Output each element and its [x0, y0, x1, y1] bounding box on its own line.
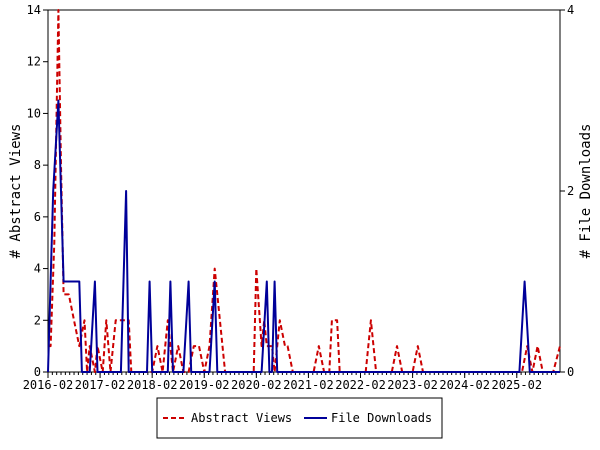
x-tick-label: 2024-02: [439, 378, 490, 392]
legend-box: [156, 397, 443, 439]
legend-label-abstract-views: Abstract Views: [191, 411, 292, 425]
x-tick-label: 2018-02: [127, 378, 178, 392]
y-tick-label: 4: [34, 262, 41, 276]
y2-tick-label: 0: [567, 365, 574, 379]
series-layer: [47, 9, 561, 373]
y2-tick-label: 4: [567, 3, 574, 17]
x-tick-label: 2016-02: [23, 378, 74, 392]
legend-label-file-downloads: File Downloads: [331, 411, 432, 425]
y-tick-label: 8: [34, 158, 41, 172]
x-tick-label: 2023-02: [387, 378, 438, 392]
x-axis-ticks: 2016-02 2017-02 2018-02 2019-02 2020-02 2021-…: [23, 372, 557, 392]
x-tick-label: 2021-02: [283, 378, 334, 392]
y-axis-title: # Abstract Views: [8, 124, 24, 259]
x-tick-label: 2025-02: [491, 378, 542, 392]
y-tick-label: 14: [27, 3, 41, 17]
series-line-file-downloads: [47, 99, 560, 373]
left-axis-ticks: 0 2 4 6 8 10 12 14: [27, 3, 48, 379]
y-tick-label: 10: [27, 106, 41, 120]
x-tick-label: 2022-02: [335, 378, 386, 392]
legend: Abstract Views File Downloads: [156, 397, 443, 439]
plot-area: [47, 9, 561, 373]
y-tick-label: 6: [34, 210, 41, 224]
x-tick-label: 2019-02: [179, 378, 230, 392]
y2-axis-title: # File Downloads: [578, 124, 594, 259]
y-tick-label: 12: [27, 55, 41, 69]
y2-tick-label: 2: [567, 184, 574, 198]
right-axis-ticks: 0 2 4: [560, 3, 574, 379]
x-tick-label: 2017-02: [75, 378, 126, 392]
x-tick-label: 2020-02: [231, 378, 282, 392]
y-tick-label: 0: [34, 365, 41, 379]
y-tick-label: 2: [34, 313, 41, 327]
